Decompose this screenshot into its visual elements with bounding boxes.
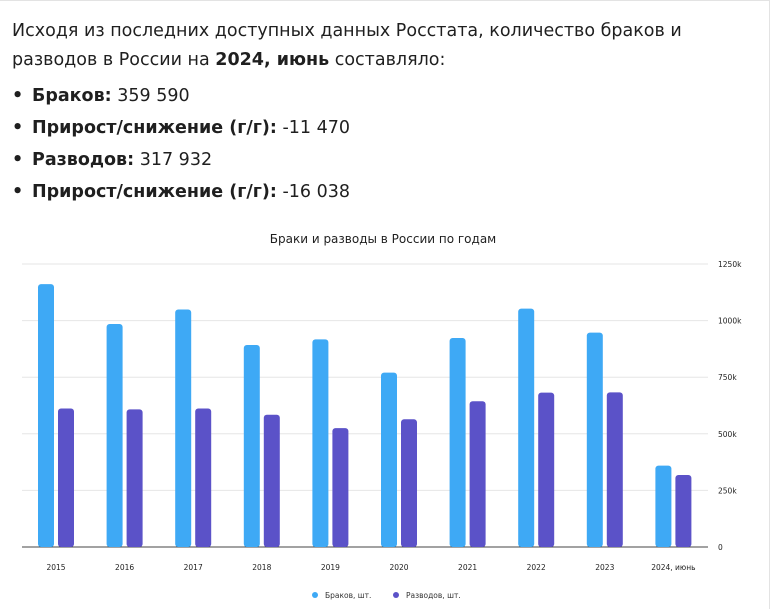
fact-marriages-change: • Прирост/снижение (г/г): -11 470 — [12, 115, 350, 147]
legend-label-divorces[interactable]: Разводов, шт. — [406, 591, 461, 600]
x-tick-label: 2017 — [184, 563, 203, 572]
y-tick-label: 1000k — [718, 317, 742, 326]
bars — [38, 284, 692, 547]
bar-marriages[interactable] — [312, 339, 329, 547]
fact-value: -16 038 — [282, 182, 351, 202]
x-tick-label: 2021 — [458, 563, 477, 572]
bar-marriages[interactable] — [243, 345, 260, 547]
bar-marriages[interactable] — [655, 465, 672, 547]
x-tick-label: 2023 — [595, 563, 614, 572]
bar-marriages[interactable] — [449, 338, 466, 547]
y-tick-label: 1250k — [718, 260, 742, 269]
x-axis-ticks: 2015 2016 2017 2018 2019 2020 2021 2022 2023 2024… — [46, 563, 695, 572]
fact-label: Браков: — [32, 86, 112, 106]
x-tick-label: 2024, июнь — [651, 563, 695, 572]
fact-divorces: • Разводов: 317 932 — [12, 147, 350, 179]
bullet-icon: • — [12, 150, 24, 170]
bar-divorces[interactable] — [401, 419, 417, 547]
intro-period: 2024, июнь — [215, 50, 330, 70]
fact-label: Прирост/снижение (г/г): — [32, 118, 277, 138]
x-tick-label: 2022 — [527, 563, 546, 572]
x-tick-label: 2016 — [115, 563, 134, 572]
fact-value: 317 932 — [139, 150, 213, 170]
x-tick-label: 2020 — [389, 563, 408, 572]
bullet-icon: • — [12, 118, 24, 138]
bar-divorces[interactable] — [675, 475, 692, 547]
x-tick-label: 2018 — [252, 563, 271, 572]
bar-divorces[interactable] — [126, 409, 143, 547]
y-tick-label: 500k — [718, 430, 737, 439]
legend[interactable]: Браков, шт. Разводов, шт. — [312, 591, 461, 600]
bar-marriages[interactable] — [518, 308, 535, 547]
legend-label-marriages[interactable]: Браков, шт. — [325, 591, 371, 600]
y-tick-label: 750k — [718, 373, 737, 382]
frame-top-border — [0, 0, 770, 1]
y-tick-label: 0 — [718, 543, 723, 552]
y-tick-label: 250k — [718, 486, 737, 495]
bar-marriages[interactable] — [381, 372, 397, 547]
bar-marriages[interactable] — [175, 309, 192, 547]
marriages-divorces-chart: Браки и разводы в России по годам 0 250k 5… — [22, 232, 742, 600]
legend-marker-marriages — [312, 592, 318, 598]
intro-text-end: составляло: — [329, 50, 446, 70]
legend-marker-divorces — [393, 592, 399, 598]
bar-marriages[interactable] — [586, 332, 603, 547]
bar-divorces[interactable] — [332, 428, 349, 547]
bullet-icon: • — [12, 86, 24, 106]
fact-value: 359 590 — [117, 86, 190, 106]
fact-value: -11 470 — [282, 118, 351, 138]
intro-paragraph: Исходя из последних доступных данных Рос… — [12, 17, 732, 75]
bar-divorces[interactable] — [606, 392, 623, 547]
x-tick-label: 2015 — [46, 563, 65, 572]
bar-divorces[interactable] — [58, 408, 74, 547]
bar-divorces[interactable] — [263, 414, 280, 547]
bar-marriages[interactable] — [38, 284, 54, 547]
fact-marriages: • Браков: 359 590 — [12, 83, 350, 115]
bar-divorces[interactable] — [538, 392, 555, 547]
facts-list: • Браков: 359 590 • Прирост/снижение (г/г)… — [12, 83, 350, 211]
fact-label: Прирост/снижение (г/г): — [32, 182, 277, 202]
bar-divorces[interactable] — [195, 408, 212, 547]
bullet-icon: • — [12, 182, 24, 202]
x-tick-label: 2019 — [321, 563, 340, 572]
bar-marriages[interactable] — [106, 323, 123, 547]
intro-text-start: Исходя из последних доступных данных Рос… — [12, 21, 682, 70]
y-axis-ticks: 0 250k 500k 750k 1000k 1250k — [718, 260, 742, 552]
bar-divorces[interactable] — [469, 401, 486, 547]
fact-label: Разводов: — [32, 150, 135, 170]
fact-divorces-change: • Прирост/снижение (г/г): -16 038 — [12, 179, 350, 211]
grid-lines — [22, 263, 708, 548]
chart-title: Браки и разводы в России по годам — [270, 232, 496, 246]
